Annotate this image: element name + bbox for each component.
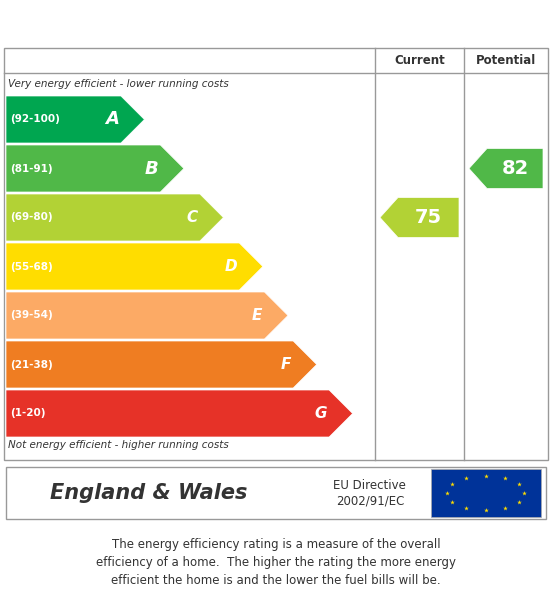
Text: F: F (281, 357, 291, 372)
Polygon shape (6, 341, 317, 388)
Text: 82: 82 (501, 159, 529, 178)
Polygon shape (6, 96, 145, 143)
Bar (431, 469, 541, 517)
Text: (39-54): (39-54) (10, 311, 53, 321)
Text: (69-80): (69-80) (10, 213, 52, 223)
Polygon shape (6, 145, 184, 192)
Text: D: D (225, 259, 237, 274)
Text: (21-38): (21-38) (10, 359, 53, 370)
Polygon shape (6, 194, 224, 241)
Text: EU Directive
2002/91/EC: EU Directive 2002/91/EC (333, 479, 406, 507)
Polygon shape (380, 197, 459, 237)
Text: A: A (105, 110, 119, 129)
Text: Potential: Potential (476, 54, 536, 67)
Text: The energy efficiency rating is a measure of the overall
efficiency of a home.  : The energy efficiency rating is a measur… (96, 538, 456, 587)
Text: (1-20): (1-20) (10, 408, 45, 419)
Text: 75: 75 (415, 208, 442, 227)
Polygon shape (6, 243, 263, 290)
Text: C: C (187, 210, 198, 225)
Text: (81-91): (81-91) (10, 164, 52, 173)
Text: E: E (252, 308, 263, 323)
Text: Very energy efficient - lower running costs: Very energy efficient - lower running co… (8, 79, 229, 89)
Text: England & Wales: England & Wales (50, 483, 248, 503)
Text: Current: Current (394, 54, 445, 67)
Polygon shape (6, 390, 353, 437)
Text: G: G (315, 406, 327, 421)
Text: (92-100): (92-100) (10, 115, 60, 124)
Polygon shape (469, 148, 543, 188)
Text: B: B (145, 159, 158, 178)
Text: (55-68): (55-68) (10, 262, 53, 272)
Text: Not energy efficient - higher running costs: Not energy efficient - higher running co… (8, 440, 229, 450)
Text: Energy Efficiency Rating: Energy Efficiency Rating (113, 10, 439, 34)
Polygon shape (6, 292, 288, 339)
